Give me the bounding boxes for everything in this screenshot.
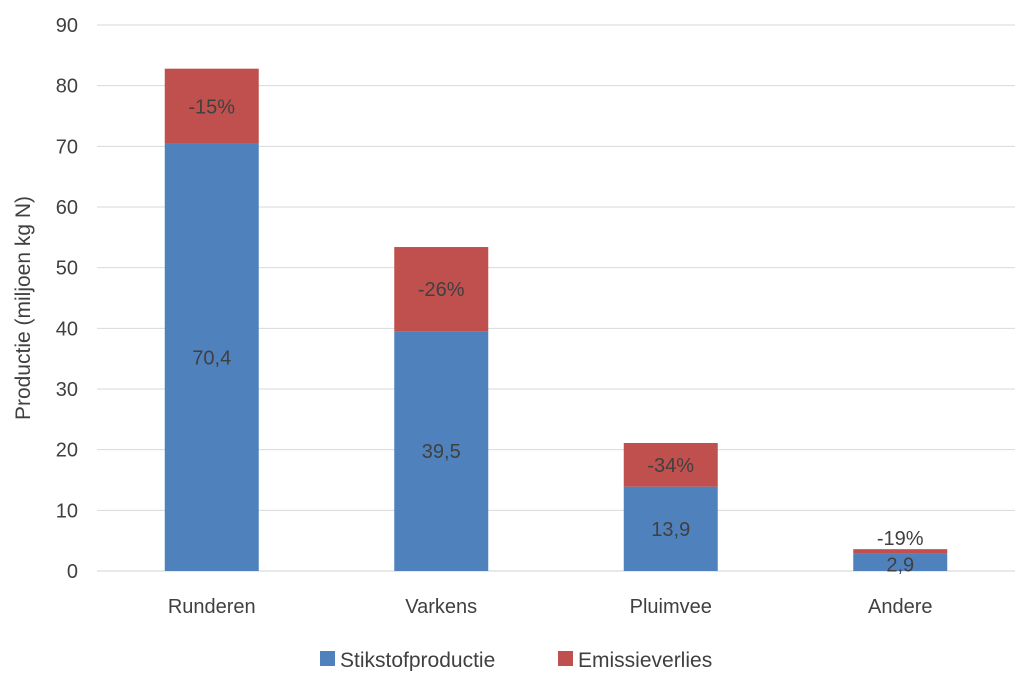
data-label: 39,5 bbox=[422, 441, 461, 463]
x-axis-ticks: Runderen Varkens Pluimvee Andere bbox=[168, 596, 933, 618]
legend-label: Emissieverlies bbox=[578, 649, 712, 671]
bar-stikstofproductie bbox=[853, 553, 948, 571]
y-axis-label: Productie (miljoen kg N) bbox=[12, 196, 35, 420]
y-axis-ticks: 0 10 20 30 40 50 60 70 80 90 bbox=[56, 15, 78, 583]
bar-emissieverlies bbox=[394, 247, 489, 332]
bar-stikstofproductie bbox=[623, 486, 718, 571]
x-tick-label: Varkens bbox=[405, 596, 477, 618]
y-tick-label: 0 bbox=[67, 561, 78, 583]
data-label: 13,9 bbox=[651, 519, 690, 541]
bar-emissieverlies bbox=[623, 442, 718, 487]
y-tick-label: 20 bbox=[56, 440, 78, 462]
y-tick-label: 80 bbox=[56, 76, 78, 98]
y-tick-label: 90 bbox=[56, 15, 78, 37]
x-tick-label: Pluimvee bbox=[630, 596, 712, 618]
y-tick-label: 60 bbox=[56, 197, 78, 219]
legend-swatch bbox=[558, 651, 573, 666]
legend: Stikstofproductie Emissieverlies bbox=[320, 649, 712, 672]
y-tick-label: 30 bbox=[56, 379, 78, 401]
data-label: -15% bbox=[188, 96, 235, 118]
bars bbox=[164, 68, 948, 571]
x-tick-label: Runderen bbox=[168, 596, 256, 618]
bar-stikstofproductie bbox=[394, 331, 489, 571]
bar-emissieverlies bbox=[853, 549, 948, 554]
data-label: -34% bbox=[647, 455, 694, 477]
data-label: -26% bbox=[418, 279, 465, 301]
legend-swatch bbox=[320, 651, 335, 666]
y-tick-label: 70 bbox=[56, 136, 78, 158]
bar-stikstofproductie bbox=[164, 143, 259, 571]
data-label: 70,4 bbox=[192, 347, 231, 369]
y-tick-label: 10 bbox=[56, 500, 78, 522]
legend-label: Stikstofproductie bbox=[340, 649, 495, 671]
y-tick-label: 50 bbox=[56, 258, 78, 280]
data-label: 2,9 bbox=[886, 554, 914, 576]
y-tick-label: 40 bbox=[56, 318, 78, 340]
bar-emissieverlies bbox=[164, 68, 259, 144]
x-tick-label: Andere bbox=[868, 596, 933, 618]
data-label: -19% bbox=[877, 528, 924, 550]
data-labels: 70,4 -15% 39,5 -26% 13,9 -34% 2,9 -19% bbox=[188, 96, 923, 576]
